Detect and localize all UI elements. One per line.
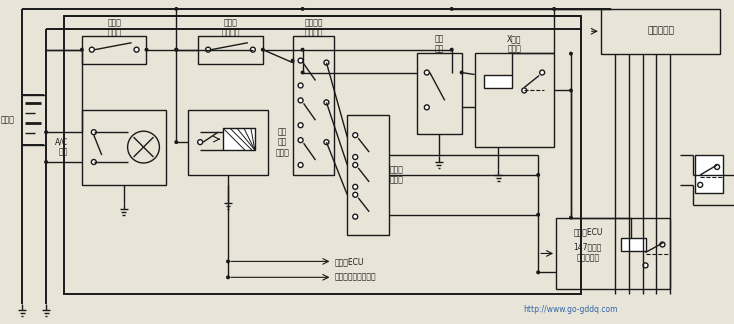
Bar [695,155,723,193]
Text: http://www.go-gddq.com: http://www.go-gddq.com [524,305,618,314]
Circle shape [324,100,329,105]
Bar [82,36,147,64]
Circle shape [298,138,303,143]
Circle shape [539,70,545,75]
Circle shape [353,214,357,219]
Text: X电源
继电器: X电源 继电器 [507,34,522,53]
Circle shape [44,130,48,134]
Bar [621,237,645,251]
Bar [188,110,268,175]
Bar [484,75,512,88]
Circle shape [291,59,294,63]
Bar [293,36,335,175]
Text: 空调继电圈工作电源: 空调继电圈工作电源 [335,273,376,282]
Circle shape [206,47,211,52]
Text: 空调水温
控制开关: 空调水温 控制开关 [305,18,323,38]
Circle shape [226,275,230,279]
Circle shape [250,47,255,52]
Circle shape [353,155,357,159]
Circle shape [569,216,573,220]
Circle shape [298,83,303,88]
Text: 蕊发器
温控开关: 蕊发器 温控开关 [221,18,240,38]
Circle shape [298,163,303,168]
Circle shape [643,263,648,268]
Circle shape [569,52,573,56]
Circle shape [301,71,305,75]
Bar [556,218,670,289]
Circle shape [44,160,48,164]
Circle shape [175,48,178,52]
Text: 147号空调
切断继电器: 147号空调 切断继电器 [574,243,602,262]
Bar [64,16,581,294]
Circle shape [91,159,96,165]
Bar [417,53,462,134]
Text: 发动机ECU: 发动机ECU [335,257,364,266]
Text: 点火
开关: 点火 开关 [435,34,444,53]
Text: 蓄电池: 蓄电池 [1,116,14,125]
Circle shape [424,70,429,75]
Circle shape [522,88,527,93]
Circle shape [298,123,303,128]
Circle shape [536,270,540,274]
Circle shape [450,7,454,11]
Circle shape [226,260,230,263]
Text: 室外温
度开关: 室外温 度开关 [107,18,121,38]
Text: A/C
开关: A/C 开关 [55,137,68,157]
Circle shape [298,58,303,63]
Bar [82,110,167,185]
Bar [475,53,554,147]
Circle shape [324,140,329,145]
Circle shape [552,7,556,11]
Circle shape [91,130,96,135]
Circle shape [324,60,329,65]
Circle shape [536,173,540,177]
Text: 内外
循环
电磁阀: 内外 循环 电磁阀 [276,127,290,157]
Circle shape [197,140,203,145]
Bar [347,115,389,235]
Circle shape [301,48,305,52]
Circle shape [353,184,357,189]
Circle shape [353,133,357,138]
Text: 发动机ECU: 发动机ECU [573,227,603,236]
Circle shape [261,48,265,52]
Circle shape [175,7,178,11]
Circle shape [175,140,178,144]
Circle shape [298,98,303,103]
Circle shape [660,242,665,247]
Circle shape [536,213,540,217]
Circle shape [353,192,357,197]
Text: 风扇控制器: 风扇控制器 [647,27,674,36]
Circle shape [569,88,573,92]
Circle shape [459,71,464,75]
Circle shape [301,7,305,11]
Bar [601,9,720,54]
Circle shape [424,105,429,110]
Text: 组合压
力开关: 组合压 力开关 [390,165,404,185]
Bar [198,36,263,64]
Circle shape [175,48,178,52]
Circle shape [450,48,454,52]
Circle shape [134,47,139,52]
Circle shape [353,163,357,168]
Circle shape [715,165,719,169]
Bar [223,128,255,150]
Circle shape [90,47,94,52]
Circle shape [145,48,148,52]
Circle shape [698,182,702,187]
Circle shape [80,48,84,52]
